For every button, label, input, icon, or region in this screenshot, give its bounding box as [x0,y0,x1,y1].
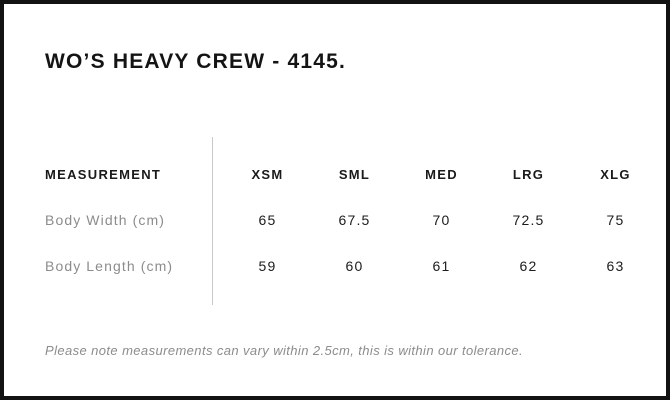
body-width-sml-value: 67.5 [338,212,371,228]
body-width-xlg-value: 75 [606,212,625,228]
table-row-body-width: Body Width (cm) 65 67.5 70 72.5 75 [45,211,659,229]
tolerance-note: Please note measurements can vary within… [45,343,524,358]
size-column-header-lrg: LRG [512,167,545,182]
size-column-header-xsm: XSM [251,167,284,182]
table-header-row: MEASUREMENT XSM SML MED LRG XLG [45,167,659,183]
size-column-header-med: MED [425,167,458,182]
body-length-xsm-value: 59 [258,258,277,274]
page-title: WO’S HEAVY CREW - 4145. [45,50,347,73]
body-length-xlg-value: 63 [606,258,625,274]
body-length-sml-value: 60 [345,258,364,274]
size-column-header-sml: SML [338,167,371,182]
body-length-med-value: 61 [432,258,451,274]
measurement-column-header: MEASUREMENT [45,167,162,182]
body-width-med-value: 70 [432,212,451,228]
body-length-lrg-value: 62 [519,258,538,274]
table-column-divider [212,137,213,305]
row-label-body-width: Body Width (cm) [45,212,165,228]
body-width-xsm-value: 65 [258,212,277,228]
size-column-header-xlg: XLG [600,167,631,182]
table-row-body-length: Body Length (cm) 59 60 61 62 63 [45,257,659,275]
row-label-body-length: Body Length (cm) [45,258,174,274]
body-width-lrg-value: 72.5 [512,212,545,228]
